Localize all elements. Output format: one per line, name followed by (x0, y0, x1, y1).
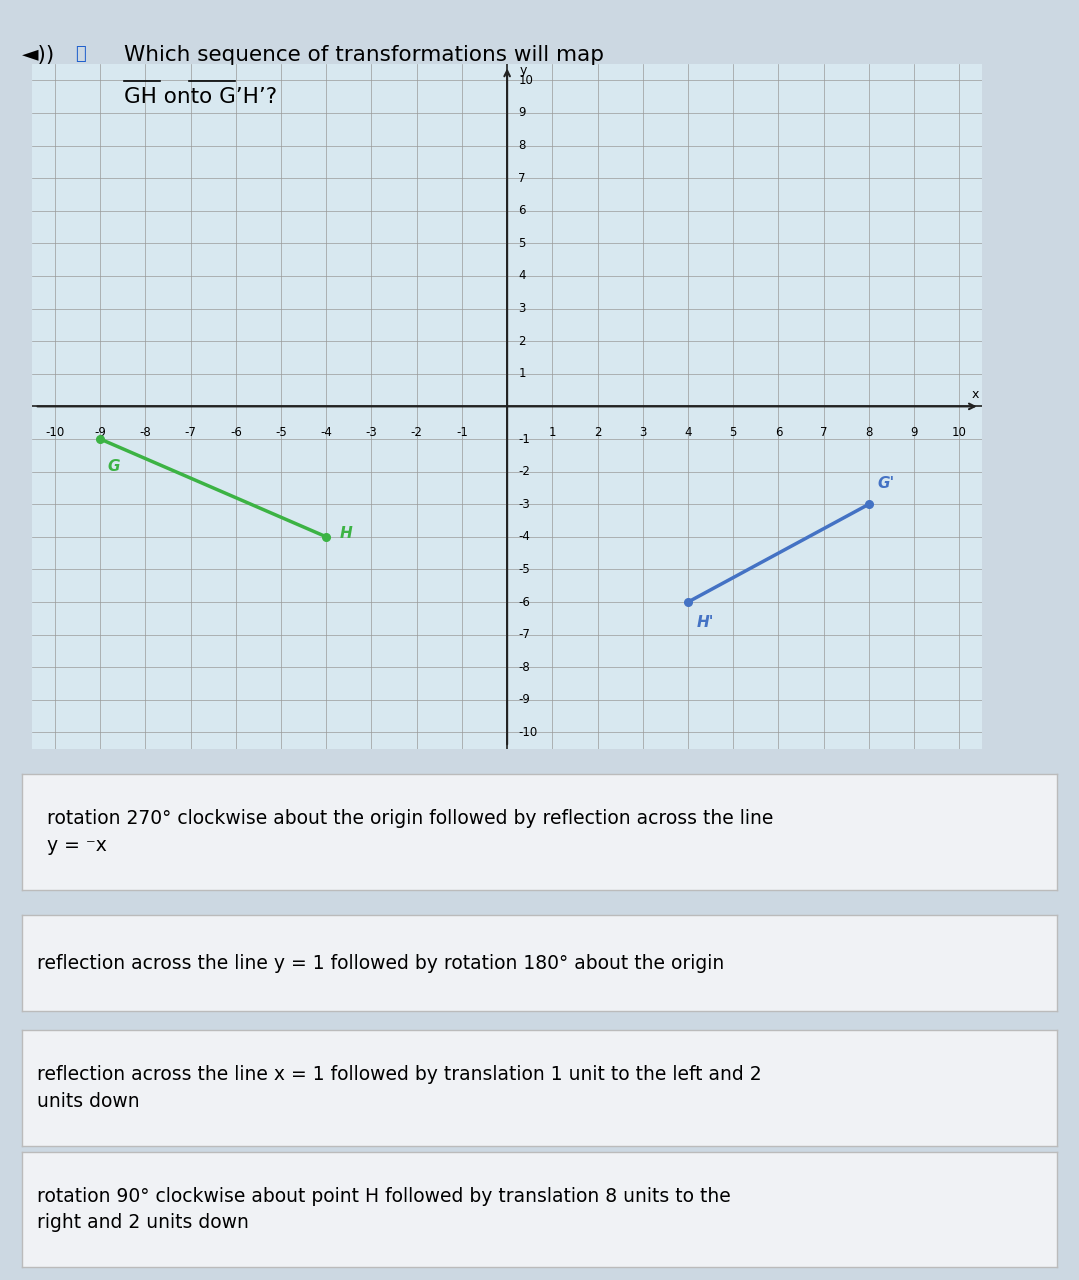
Text: 4: 4 (684, 426, 692, 439)
Text: 🔊: 🔊 (76, 45, 86, 63)
Text: 8: 8 (865, 426, 873, 439)
Text: 2: 2 (518, 334, 525, 348)
Text: 3: 3 (518, 302, 525, 315)
Text: 4: 4 (518, 270, 525, 283)
Text: y: y (519, 64, 527, 77)
Text: -9: -9 (94, 426, 106, 439)
Text: 2: 2 (593, 426, 601, 439)
Text: rotation 270° clockwise about the origin followed by reflection across the line
: rotation 270° clockwise about the origin… (47, 809, 774, 855)
Text: -1: -1 (456, 426, 468, 439)
Text: 10: 10 (952, 426, 967, 439)
Text: 7: 7 (518, 172, 525, 184)
Text: 9: 9 (518, 106, 525, 119)
Text: -4: -4 (518, 530, 530, 543)
Text: GH onto G’H’?: GH onto G’H’? (124, 87, 277, 108)
Text: 3: 3 (639, 426, 646, 439)
Text: -3: -3 (366, 426, 378, 439)
Text: -5: -5 (518, 563, 530, 576)
Text: -7: -7 (185, 426, 196, 439)
Text: -3: -3 (518, 498, 530, 511)
Text: -6: -6 (518, 595, 530, 608)
Text: -6: -6 (230, 426, 242, 439)
Text: -2: -2 (518, 465, 530, 479)
Text: G: G (107, 458, 120, 474)
Text: 1: 1 (518, 367, 525, 380)
Text: reflection across the line x = 1 followed by translation 1 unit to the left and : reflection across the line x = 1 followe… (37, 1065, 762, 1111)
Text: -1: -1 (518, 433, 530, 445)
Text: G': G' (878, 476, 894, 492)
Text: reflection across the line y = 1 followed by rotation 180° about the origin: reflection across the line y = 1 followe… (37, 954, 724, 973)
Text: -7: -7 (518, 628, 530, 641)
Text: -2: -2 (411, 426, 423, 439)
Text: H': H' (697, 616, 714, 630)
Text: rotation 90° clockwise about point H followed by translation 8 units to the
righ: rotation 90° clockwise about point H fol… (37, 1187, 730, 1233)
Text: 5: 5 (729, 426, 737, 439)
Text: -8: -8 (518, 660, 530, 673)
Text: -8: -8 (139, 426, 151, 439)
Text: -10: -10 (518, 726, 537, 739)
Text: -5: -5 (275, 426, 287, 439)
Text: 5: 5 (518, 237, 525, 250)
Text: 9: 9 (911, 426, 918, 439)
Text: 8: 8 (518, 140, 525, 152)
Text: ◄)): ◄)) (22, 45, 55, 65)
Text: -4: -4 (320, 426, 332, 439)
Text: x: x (971, 389, 979, 402)
Text: H: H (340, 526, 353, 541)
Text: Which sequence of transformations will map: Which sequence of transformations will m… (124, 45, 604, 65)
Text: 6: 6 (775, 426, 782, 439)
Text: 10: 10 (518, 74, 533, 87)
Text: 1: 1 (548, 426, 556, 439)
Text: 7: 7 (820, 426, 828, 439)
Text: -10: -10 (45, 426, 65, 439)
Text: 6: 6 (518, 205, 525, 218)
Text: -9: -9 (518, 694, 530, 707)
